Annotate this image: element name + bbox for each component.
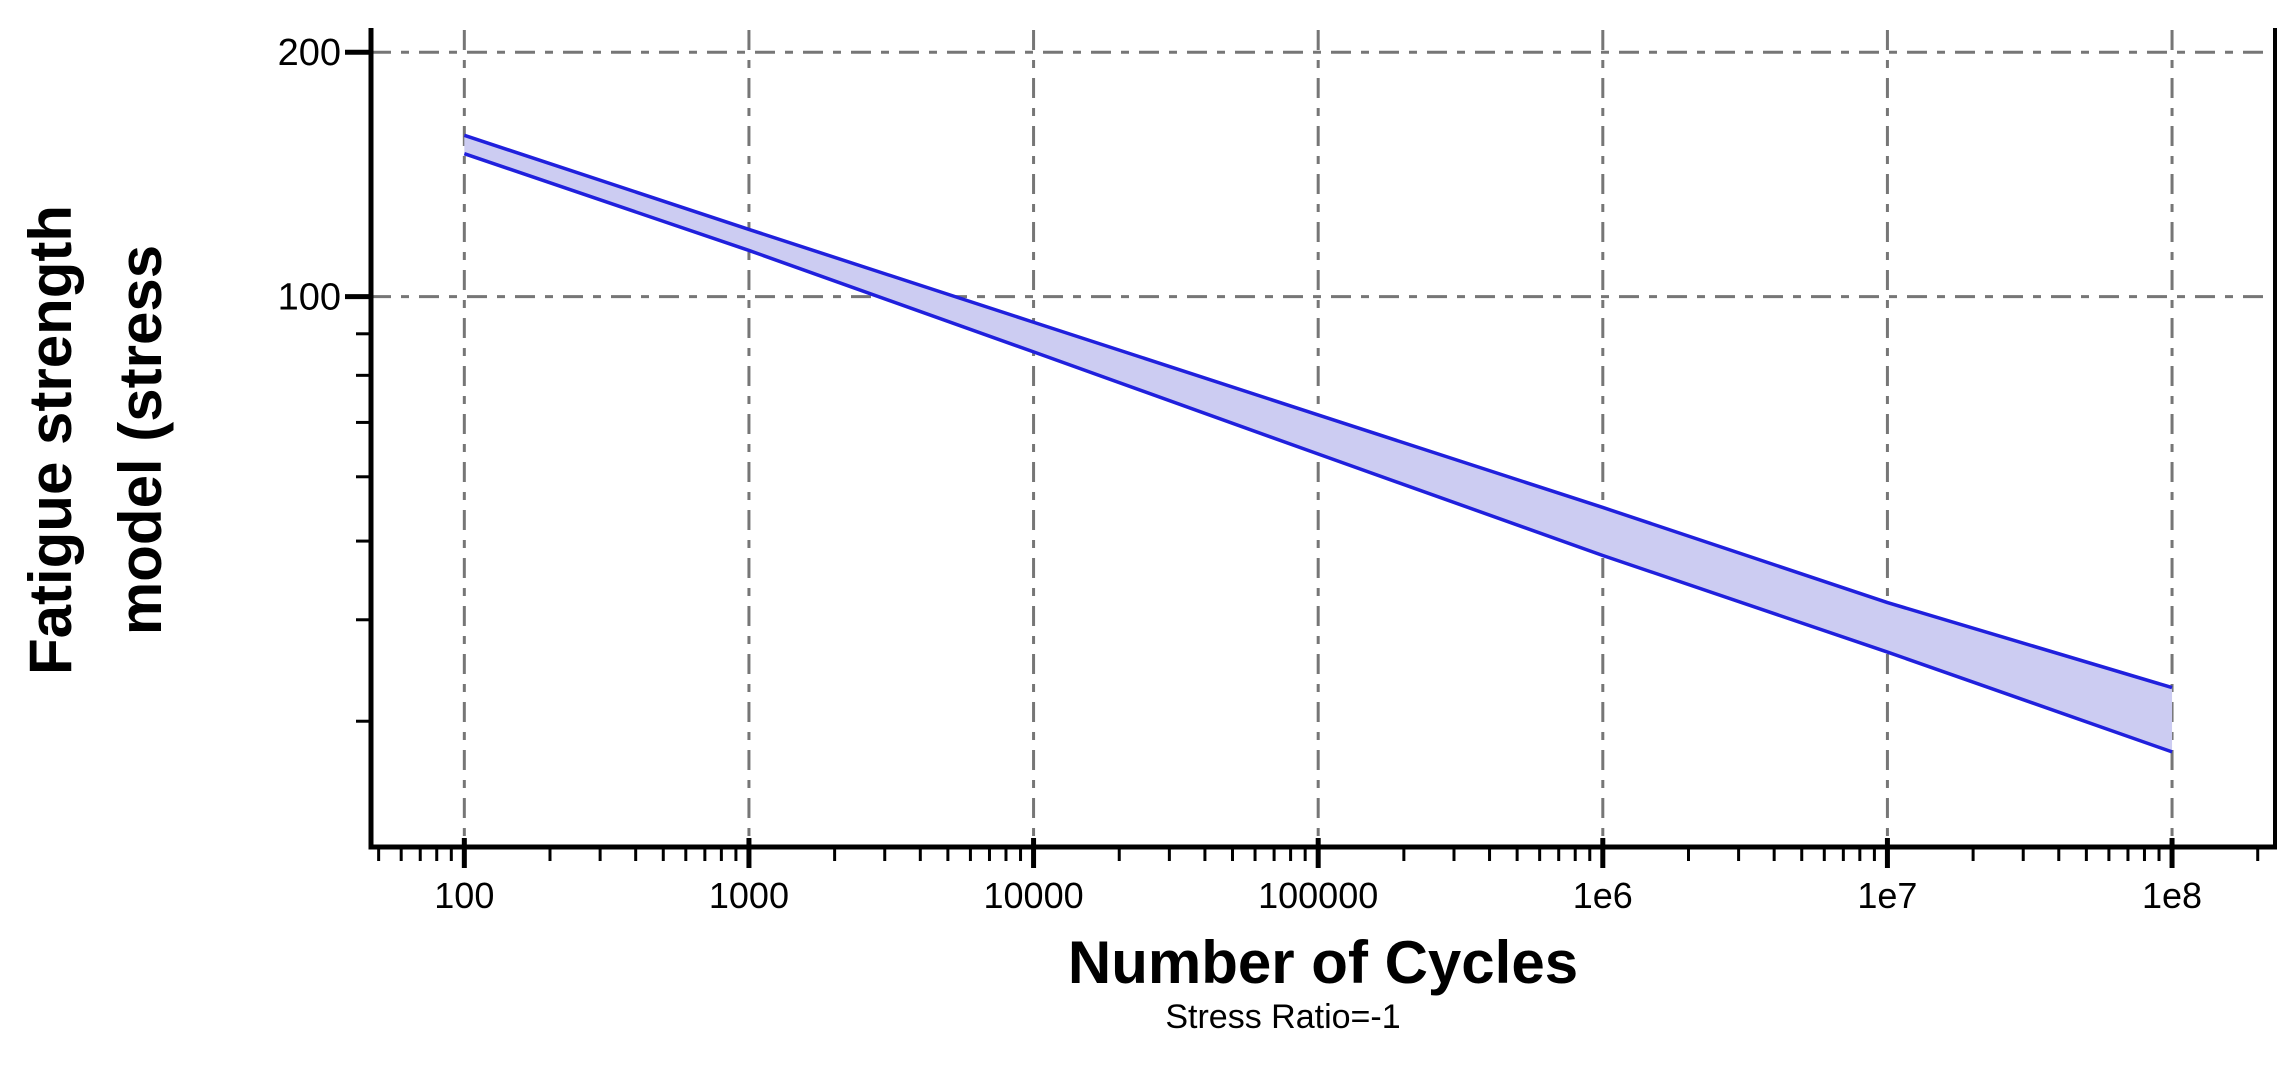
y-tick-label: 100 bbox=[278, 277, 341, 319]
x-tick-label: 1e6 bbox=[1573, 875, 1633, 916]
x-tick-label: 100000 bbox=[1258, 875, 1378, 916]
x-tick-label: 100 bbox=[434, 875, 494, 916]
upper-bound-line bbox=[463, 133, 2173, 690]
lower-bound-line bbox=[463, 152, 2173, 754]
scatter-band-fill bbox=[464, 135, 2173, 752]
y-tick-label: 200 bbox=[278, 32, 341, 74]
chart-subtitle: Stress Ratio=-1 bbox=[1165, 998, 1401, 1036]
x-axis-title: Number of Cycles bbox=[1067, 929, 1579, 996]
x-tick-label: 1000 bbox=[709, 875, 789, 916]
x-tick-label: 1e8 bbox=[2142, 875, 2202, 916]
x-tick-label: 1e7 bbox=[1857, 875, 1917, 916]
x-tick-label: 10000 bbox=[984, 875, 1084, 916]
